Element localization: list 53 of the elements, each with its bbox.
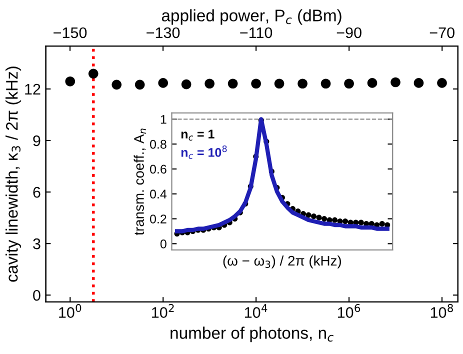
y-tick-label: 3 [33, 238, 40, 250]
y-tick-label: 6 [33, 186, 40, 198]
point [414, 78, 424, 88]
x2-tick-label: −130 [146, 27, 180, 38]
point [390, 77, 400, 88]
point [310, 214, 317, 220]
point [379, 220, 385, 227]
point [320, 78, 331, 89]
point [316, 214, 322, 220]
x-tick-label: 10$^{0}$ [59, 304, 82, 318]
point [358, 220, 364, 226]
point [274, 78, 284, 89]
x-tick-label: 10$^{6}$ [338, 304, 360, 318]
point [228, 78, 238, 89]
y-axis-title: transm. coeff., A$_{n}$ [134, 128, 146, 236]
point [251, 78, 261, 89]
point [298, 78, 308, 89]
point [204, 78, 214, 89]
x2-tick-label: −150 [54, 27, 87, 38]
point [321, 216, 328, 222]
x2-tick-label: −90 [336, 27, 362, 38]
point [65, 76, 76, 86]
y-tick-label: 0 [160, 240, 166, 248]
text: n$_{c}$ = 10$^{8}$ [181, 145, 227, 159]
x2-tick-label: −70 [430, 27, 454, 38]
y-tick-label: 12 [25, 84, 40, 94]
y-tick-label: 1 [160, 115, 166, 124]
point [437, 78, 447, 88]
y-tick-label: 0.8 [150, 140, 166, 149]
text: n$_{c}$ = 1 [181, 130, 214, 141]
x-tick-label: 10$^{8}$ [430, 304, 453, 318]
point [367, 78, 378, 88]
point [332, 217, 338, 223]
y-tick-label: 0.2 [150, 214, 166, 224]
point [158, 78, 168, 88]
y-tick-label: 0.4 [150, 190, 167, 199]
x-axis-title: number of photons, n$_{c}$ [170, 326, 334, 342]
point [306, 212, 312, 218]
x-tick-label: 10$^{4}$ [245, 304, 268, 318]
x-axis-title: (ω − ω$_{3}$) / 2π (kHz) [223, 255, 341, 268]
x2-axis-title: applied power, P$_{c}$ (dBm) [162, 9, 342, 25]
x-tick-label: 10$^{2}$ [152, 304, 174, 318]
y-axis-title: cavity linewidth, κ$_{3}$ / 2π (kHz) [6, 66, 22, 282]
y-tick-label: 0 [33, 290, 40, 301]
point [88, 68, 98, 79]
y-tick-label: 9 [33, 135, 40, 146]
point [112, 80, 122, 90]
point [344, 78, 354, 89]
x2-tick-label: −110 [240, 27, 272, 38]
y-tick-label: 0.6 [150, 164, 166, 174]
point [181, 79, 192, 90]
point [342, 218, 348, 224]
point [134, 80, 145, 90]
